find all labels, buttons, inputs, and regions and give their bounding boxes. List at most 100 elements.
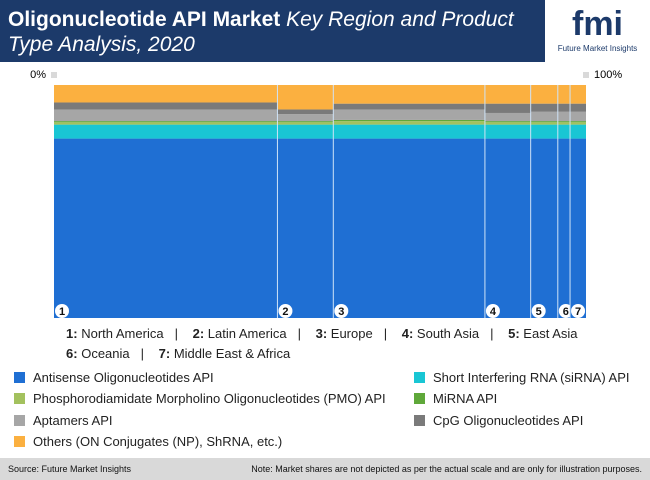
- region-item: 4 South Asia: [402, 326, 505, 341]
- segment: [333, 124, 485, 139]
- marker-circle: [558, 304, 573, 318]
- legend-label: CpG Oligonucleotides API: [433, 413, 584, 428]
- segment: [530, 85, 558, 104]
- region-item: 6 Oceania: [66, 346, 155, 361]
- marker-label: 2: [282, 306, 288, 318]
- region-name: Oceania: [81, 346, 130, 361]
- marker-label: 1: [59, 306, 65, 318]
- segment: [557, 138, 571, 318]
- marker-label: 3: [338, 306, 344, 318]
- marker-label: 4: [490, 306, 497, 318]
- logo: fmi Future Market Insights: [545, 0, 650, 62]
- separator: [373, 326, 398, 341]
- region-name: North America: [81, 326, 164, 341]
- segment: [277, 124, 334, 139]
- segment: [333, 119, 485, 122]
- segment: [557, 122, 571, 125]
- title-bold: Oligonucleotide API Market: [8, 8, 281, 31]
- segment: [54, 109, 278, 122]
- segment: [484, 85, 531, 104]
- legend-item: Short Interfering RNA (siRNA) API: [414, 370, 630, 385]
- segment: [557, 124, 571, 139]
- segment: [277, 109, 334, 115]
- legend-label: Aptamers API: [33, 413, 113, 428]
- segment: [54, 122, 278, 125]
- segment: [333, 138, 485, 318]
- legend-item: Phosphorodiamidate Morpholino Oligonucle…: [14, 391, 386, 406]
- segment: [54, 124, 278, 139]
- segment: [530, 138, 558, 318]
- segment: [333, 85, 485, 104]
- region-key: 7: [159, 346, 171, 361]
- segment: [54, 85, 278, 103]
- legend-label: MiRNA API: [433, 391, 498, 406]
- region-key: 6: [66, 346, 78, 361]
- segment: [570, 124, 586, 139]
- region-item: 3 Europe: [316, 326, 399, 341]
- region-item: 5 East Asia: [508, 326, 577, 341]
- footer: Source: Future Market Insights Note: Mark…: [0, 458, 650, 480]
- marker-circle: [571, 304, 586, 318]
- segment: [570, 103, 586, 112]
- segment: [557, 111, 571, 122]
- segment: [530, 103, 558, 112]
- segment: [54, 102, 278, 110]
- segment: [333, 109, 485, 120]
- tick-mark: [583, 72, 589, 78]
- marker-circle: [278, 304, 293, 318]
- segment: [484, 121, 531, 123]
- segment: [277, 114, 334, 122]
- segment: [530, 121, 558, 123]
- segment: [333, 121, 485, 125]
- segment: [557, 85, 571, 104]
- marker-circle: [485, 304, 500, 318]
- region-legend: 1 North America 2 Latin America 3 Europe…: [66, 324, 596, 364]
- marker-label: 7: [575, 306, 581, 318]
- segment: [277, 138, 334, 318]
- segment: [570, 111, 586, 122]
- region-name: Europe: [330, 326, 373, 341]
- legend-swatch: [14, 393, 25, 404]
- legend-label: Antisense Oligonucleotides API: [33, 370, 214, 385]
- segment: [277, 121, 334, 123]
- source: Source: Future Market Insights: [8, 464, 132, 474]
- legend-swatch: [14, 372, 25, 383]
- segment: [570, 138, 586, 318]
- separator: [130, 346, 155, 361]
- separator: [287, 326, 312, 341]
- segment: [570, 122, 586, 125]
- segment: [54, 138, 278, 318]
- chart: 0% 100% 1 2 3 4 5 6 7: [30, 69, 622, 318]
- region-name: East Asia: [523, 326, 578, 341]
- legend-label: Phosphorodiamidate Morpholino Oligonucle…: [33, 391, 386, 406]
- region-key: 5: [508, 326, 520, 341]
- separator: [479, 326, 504, 341]
- region-name: South Asia: [416, 326, 480, 341]
- logo-sub: Future Market Insights: [557, 44, 638, 53]
- region-key: 2: [193, 326, 205, 341]
- region-item: 7 Middle East & Africa: [159, 346, 291, 361]
- marker-circle: [531, 304, 546, 318]
- marker-label: 5: [536, 306, 542, 318]
- segment: [530, 111, 558, 122]
- logo-text: fmi: [572, 5, 623, 43]
- segment: [484, 122, 531, 125]
- legend-item: MiRNA API: [414, 391, 497, 406]
- legend-item: Antisense Oligonucleotides API: [14, 370, 214, 385]
- segment: [570, 85, 586, 104]
- segment: [570, 121, 586, 123]
- segment: [530, 124, 558, 139]
- title-italic: Key Region and Product Type Analysis, 20…: [8, 8, 514, 56]
- region-key: 3: [316, 326, 328, 341]
- region-key: 1: [66, 326, 78, 341]
- x-tick-label: 100%: [594, 69, 622, 81]
- region-item: 1 North America: [66, 326, 189, 341]
- separator: [164, 326, 189, 341]
- region-name: Latin America: [207, 326, 287, 341]
- segment: [530, 122, 558, 125]
- segment: [557, 121, 571, 123]
- legend-item: Aptamers API: [14, 413, 112, 428]
- x-tick-label: 0%: [30, 69, 46, 81]
- segment: [557, 103, 571, 112]
